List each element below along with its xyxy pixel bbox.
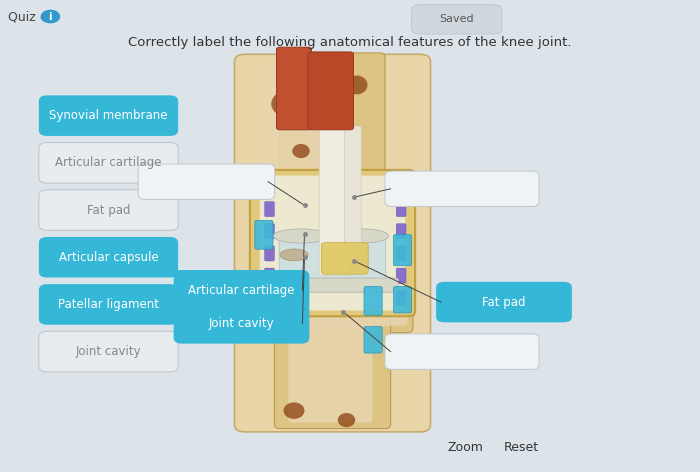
Ellipse shape [287,178,301,190]
Text: i: i [48,11,52,22]
FancyBboxPatch shape [385,334,539,369]
FancyBboxPatch shape [321,243,368,274]
FancyBboxPatch shape [396,290,406,305]
FancyBboxPatch shape [250,170,415,316]
FancyBboxPatch shape [276,47,312,130]
Text: Articular capsule: Articular capsule [59,251,158,264]
Text: Synovial membrane: Synovial membrane [49,109,168,122]
FancyBboxPatch shape [288,323,372,422]
Ellipse shape [284,402,304,419]
FancyBboxPatch shape [254,183,411,246]
FancyBboxPatch shape [344,126,361,261]
FancyBboxPatch shape [279,235,386,281]
FancyBboxPatch shape [39,143,178,183]
Text: Fat pad: Fat pad [482,295,526,309]
FancyBboxPatch shape [265,202,274,217]
Ellipse shape [272,91,302,117]
FancyBboxPatch shape [412,5,502,34]
FancyBboxPatch shape [396,202,406,217]
FancyBboxPatch shape [39,331,178,372]
FancyBboxPatch shape [393,287,412,313]
FancyBboxPatch shape [265,290,274,305]
FancyBboxPatch shape [267,64,344,205]
Text: Patellar ligament: Patellar ligament [58,298,159,311]
Text: Articular cartilage: Articular cartilage [55,156,162,169]
Text: Articular cartilage: Articular cartilage [188,284,295,297]
FancyBboxPatch shape [255,220,273,249]
FancyBboxPatch shape [436,282,572,322]
FancyBboxPatch shape [396,268,406,283]
Ellipse shape [337,413,355,427]
FancyBboxPatch shape [393,235,412,266]
Ellipse shape [280,249,308,261]
Ellipse shape [336,229,389,243]
FancyBboxPatch shape [396,179,406,194]
Ellipse shape [293,144,309,158]
FancyBboxPatch shape [265,246,274,261]
Ellipse shape [326,131,340,143]
FancyBboxPatch shape [308,52,354,130]
FancyBboxPatch shape [280,53,385,211]
FancyBboxPatch shape [265,268,274,283]
FancyBboxPatch shape [364,327,382,353]
FancyBboxPatch shape [255,276,273,301]
Ellipse shape [346,76,368,94]
FancyBboxPatch shape [139,164,274,199]
Text: Quiz #4: Quiz #4 [8,10,59,23]
Circle shape [41,10,60,23]
FancyBboxPatch shape [174,270,309,311]
FancyBboxPatch shape [267,278,398,292]
FancyBboxPatch shape [385,171,539,207]
FancyBboxPatch shape [265,179,274,194]
Ellipse shape [273,229,329,243]
Text: Zoom: Zoom [447,441,484,454]
FancyBboxPatch shape [319,121,348,276]
FancyBboxPatch shape [274,317,391,429]
FancyBboxPatch shape [39,284,178,325]
FancyBboxPatch shape [39,190,178,230]
FancyBboxPatch shape [396,246,406,261]
FancyBboxPatch shape [174,303,309,344]
FancyBboxPatch shape [252,283,413,333]
FancyBboxPatch shape [39,237,178,278]
FancyBboxPatch shape [39,95,178,136]
FancyBboxPatch shape [364,287,382,315]
Ellipse shape [331,249,359,261]
Text: Correctly label the following anatomical features of the knee joint.: Correctly label the following anatomical… [128,36,572,49]
FancyBboxPatch shape [396,224,406,239]
Text: Fat pad: Fat pad [87,203,130,217]
Text: Joint cavity: Joint cavity [209,317,274,330]
Text: Saved: Saved [439,14,474,25]
FancyBboxPatch shape [260,176,405,311]
FancyBboxPatch shape [265,224,274,239]
FancyBboxPatch shape [234,54,430,432]
Text: Joint cavity: Joint cavity [76,345,141,358]
Text: Reset: Reset [504,441,539,454]
FancyBboxPatch shape [267,286,407,326]
